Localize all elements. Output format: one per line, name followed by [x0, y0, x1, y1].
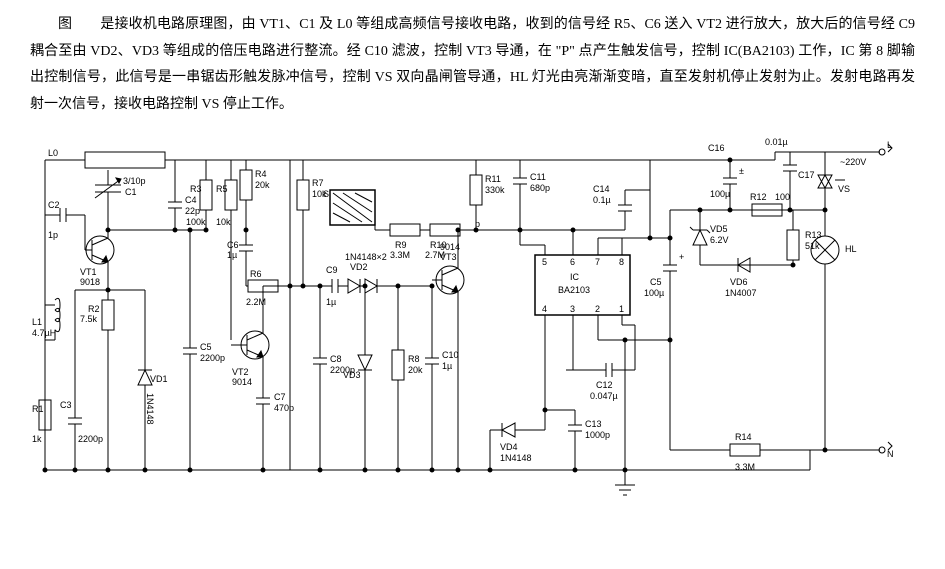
label-C12v: 0.047µ	[590, 391, 618, 401]
label-R11: R11	[485, 174, 501, 184]
label-C1: C1	[125, 187, 137, 197]
label-VT1: VT1	[80, 267, 97, 277]
svg-text:8: 8	[619, 257, 624, 267]
label-VD5v: 6.2V	[710, 235, 729, 245]
label-C6v: 1µ	[227, 250, 237, 260]
label-VD5: VD5	[710, 224, 728, 234]
label-C5v: 2200p	[200, 353, 225, 363]
label-C5b: C5	[650, 277, 662, 287]
label-VD2v: 1N4148×2	[345, 252, 387, 262]
label-VD6: VD6	[730, 277, 748, 287]
circuit-schematic: L0 3/10p C1 C2 1p VT1 9018	[30, 130, 915, 500]
label-C10: C10	[442, 350, 459, 360]
label-C1v: 3/10p	[123, 176, 146, 186]
svg-text:7: 7	[595, 257, 600, 267]
label-ICv: BA2103	[558, 285, 590, 295]
label-C16: C16	[708, 143, 725, 153]
svg-text:2: 2	[595, 304, 600, 314]
label-R13: R13	[805, 230, 822, 240]
label-C7: C7	[274, 392, 286, 402]
svg-text:4: 4	[542, 304, 547, 314]
label-R1: R1	[32, 404, 44, 414]
label-C8: C8	[330, 354, 342, 364]
label-C10v: 1µ	[442, 361, 452, 371]
label-R3v: 100k	[186, 217, 206, 227]
label-C5bv: 100µ	[644, 288, 664, 298]
label-C3: C3	[60, 400, 72, 410]
label-C9: C9	[326, 265, 338, 275]
label-R2: R2	[88, 304, 100, 314]
label-C12: C12	[596, 380, 613, 390]
label-S: S	[323, 189, 329, 199]
label-C3v: 2200p	[78, 434, 103, 444]
label-L1v: 4.7µH	[32, 328, 56, 338]
label-R5v: 10k	[216, 217, 231, 227]
label-VT2v: 9014	[232, 377, 252, 387]
svg-text:6: 6	[570, 257, 575, 267]
label-R2v: 7.5k	[80, 314, 98, 324]
label-R11v: 330k	[485, 185, 505, 195]
label-VS: VS	[838, 184, 850, 194]
svg-text:5: 5	[542, 257, 547, 267]
label-VD4: VD4	[500, 442, 518, 452]
label-L1: L1	[32, 317, 42, 327]
label-R14: R14	[735, 432, 752, 442]
label-R12v: 100	[775, 192, 790, 202]
label-C11: C11	[530, 172, 546, 182]
label-R10v: 2.7M	[425, 250, 445, 260]
svg-text:1: 1	[619, 304, 624, 314]
label-C14: C14	[593, 184, 610, 194]
svg-text:±: ±	[739, 166, 744, 176]
label-R7: R7	[312, 178, 324, 188]
label-R14v: 3.3M	[735, 462, 755, 472]
svg-text:3: 3	[570, 304, 575, 314]
label-C7v: 470p	[274, 403, 294, 413]
label-VD2: VD2	[350, 262, 368, 272]
label-R3: R3	[190, 184, 202, 194]
schematic-svg: L0 3/10p C1 C2 1p VT1 9018	[30, 130, 915, 500]
label-R8: R8	[408, 354, 420, 364]
label-VD6v: 1N4007	[725, 288, 757, 298]
label-N: N	[887, 449, 894, 459]
label-C17: C17	[798, 170, 815, 180]
label-R6: R6	[250, 269, 262, 279]
label-VD4v: 1N4148	[500, 453, 532, 463]
label-C5: C5	[200, 342, 212, 352]
label-R1v: 1k	[32, 434, 42, 444]
label-C13v: 1000p	[585, 430, 610, 440]
label-VT2: VT2	[232, 367, 249, 377]
label-C6: C6	[227, 240, 239, 250]
label-R4: R4	[255, 169, 267, 179]
label-C14v: 0.1µ	[593, 195, 611, 205]
label-C4v: 22p	[185, 206, 200, 216]
label-R9v: 3.3M	[390, 250, 410, 260]
label-C17v: 0.01µ	[765, 137, 788, 147]
label-R10: R10	[430, 240, 447, 250]
label-C9v: 1µ	[326, 297, 336, 307]
label-VD1v: 1N4148	[145, 393, 155, 425]
label-VD3: VD3	[343, 370, 361, 380]
label-C13: C13	[585, 419, 602, 429]
label-C11v: 680p	[530, 183, 550, 193]
label-C4: C4	[185, 195, 197, 205]
label-C2: C2	[48, 200, 60, 210]
svg-text:+: +	[679, 252, 684, 262]
label-R8v: 20k	[408, 365, 423, 375]
label-VT1v: 9018	[80, 277, 100, 287]
label-HL: HL	[845, 244, 857, 254]
circuit-description: 图 是接收机电路原理图，由 VT1、C1 及 L0 等组成高频信号接收电路，收到…	[30, 12, 915, 118]
label-L0: L0	[48, 148, 58, 158]
label-IC: IC	[570, 272, 580, 282]
label-VD1: VD1	[150, 374, 168, 384]
label-R5: R5	[216, 184, 228, 194]
description-text: 图 是接收机电路原理图，由 VT1、C1 及 L0 等组成高频信号接收电路，收到…	[30, 17, 915, 112]
label-R12: R12	[750, 192, 767, 202]
label-C2v: 1p	[48, 230, 58, 240]
label-R9: R9	[395, 240, 407, 250]
label-C16v: 100µ	[710, 189, 730, 199]
label-AC: ~220V	[840, 157, 866, 167]
label-R4v: 20k	[255, 180, 270, 190]
